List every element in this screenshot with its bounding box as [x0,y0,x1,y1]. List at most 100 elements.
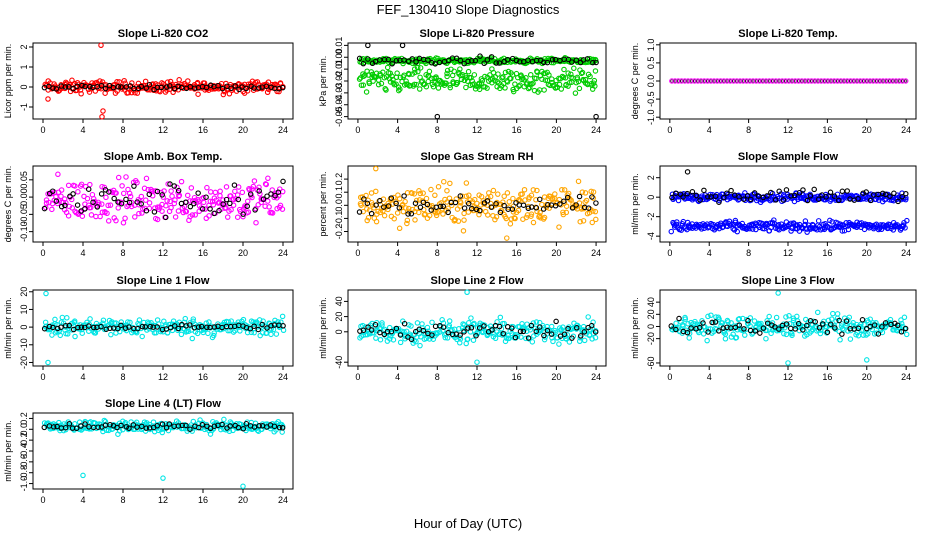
data-point [87,83,93,90]
data-point [77,209,84,215]
data-point [369,202,376,208]
data-point [465,320,472,326]
data-point [163,84,170,90]
data-point [444,67,451,74]
data-point [836,328,842,335]
data-point [115,83,122,90]
data-point [561,331,568,337]
data-point [62,424,69,431]
y-tick-label: 1 [19,64,29,69]
data-point [408,336,415,343]
data-point [684,190,691,197]
data-point [408,334,414,340]
data-point [875,331,882,337]
data-point [516,83,522,90]
panel-title: Slope Li-820 Pressure [420,28,535,40]
data-point [171,323,178,329]
y-tick-label: 0.01 [334,37,344,55]
data-point [472,57,479,64]
data-point [432,192,438,199]
data-point [279,206,286,212]
data-point [87,181,93,188]
data-point [393,57,400,64]
data-point [903,331,910,338]
data-point [481,323,487,329]
data-point [58,187,65,193]
data-point [66,322,72,329]
data-point [409,190,415,197]
data-point [800,187,806,193]
x-tick-label: 4 [707,125,712,135]
data-point [187,426,193,432]
data-point [772,197,779,203]
data-point [668,228,675,235]
data-point [247,325,254,332]
data-point [268,331,274,338]
data-point [118,422,124,429]
data-point [204,184,210,191]
data-point [176,77,182,83]
data-point [186,322,193,328]
data-point [689,189,696,195]
data-point [199,206,206,212]
data-point [584,56,591,62]
data-point [143,85,150,91]
data-point [272,192,278,199]
data-point [394,210,401,216]
data-point [405,58,412,65]
data-point [251,424,258,430]
x-tick-label: 16 [822,372,832,382]
data-point [98,191,105,197]
data-point [365,214,372,221]
data-point [588,322,595,329]
data-point [198,323,205,330]
data-point [139,323,146,330]
data-point [389,61,395,67]
data-point [763,335,769,342]
data-point [394,70,400,76]
data-point [581,329,588,335]
data-point [837,337,843,343]
data-point [150,81,156,87]
data-point [424,201,431,208]
data-point [397,339,404,346]
data-point [107,421,113,428]
data-point [453,55,460,62]
data-point [752,328,759,334]
data-point [904,217,910,224]
data-point [463,180,470,186]
panel-3: Slope Li-820 Temp. 0 4 8 12 16 20 24 -1.0 -0.5 0.0… [630,28,917,135]
data-point [120,190,127,197]
data-point [380,204,387,210]
data-point [138,83,145,90]
data-point [791,192,798,199]
data-point [154,216,161,223]
x-tick-label: 20 [238,125,248,135]
data-point [401,320,408,327]
data-point [507,221,514,227]
y-axis-label: ml/min per min. [630,173,640,235]
data-point [211,210,217,217]
data-point [736,194,742,200]
y-tick-label: -2 [646,213,656,221]
data-point [590,80,597,86]
data-point [45,359,51,366]
data-point [126,425,132,431]
data-point [865,331,871,337]
data-point [86,323,92,329]
data-point [78,181,85,188]
data-point [94,204,101,210]
y-tick-label: -60 [646,356,656,369]
data-point [106,189,112,195]
data-point [85,186,92,192]
x-tick-label: 8 [435,372,440,382]
data-point [224,214,231,220]
data-point [146,81,153,88]
data-point [573,57,580,63]
data-point [379,320,385,326]
data-point [425,57,431,63]
data-point [530,80,536,86]
data-point [103,194,109,201]
data-point [669,194,675,201]
data-point [528,211,535,217]
